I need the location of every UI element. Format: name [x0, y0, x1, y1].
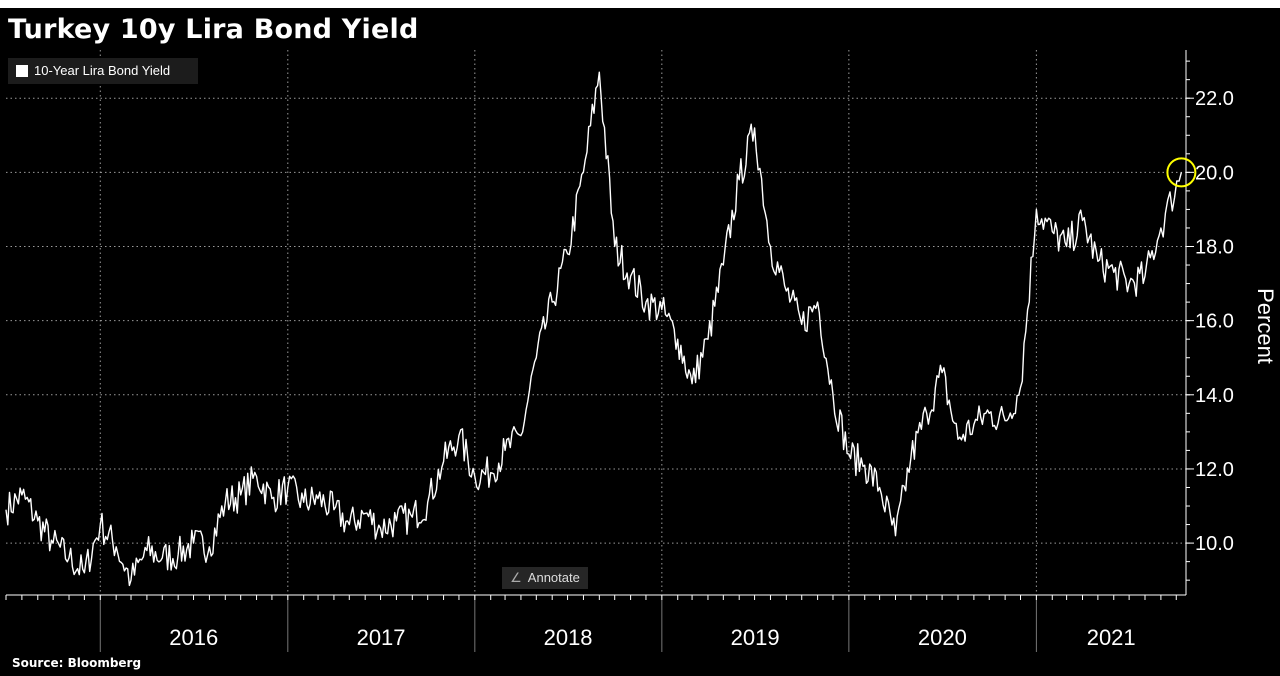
x-tick-label: 2018	[544, 625, 593, 650]
series-line	[5, 71, 1183, 587]
y-tick-label: 20.0	[1195, 162, 1234, 184]
y-tick-label: 14.0	[1195, 385, 1234, 407]
y-axis-label: Percent	[1253, 288, 1278, 364]
highlight-circle	[1166, 157, 1197, 188]
y-tick-label: 16.0	[1195, 311, 1234, 333]
x-tick-label: 2020	[918, 625, 967, 650]
annotate-label: Annotate	[527, 570, 580, 585]
legend: 10-Year Lira Bond Yield	[8, 58, 198, 84]
chart-title: Turkey 10y Lira Bond Yield	[8, 14, 419, 45]
y-tick-label: 12.0	[1195, 459, 1234, 481]
source-note: Source: Bloomberg	[12, 656, 142, 670]
x-tick-label: 2017	[357, 625, 406, 650]
grid-lines	[6, 50, 1186, 595]
legend-entry: 10-Year Lira Bond Yield	[34, 63, 171, 78]
x-tick-label: 2016	[169, 625, 218, 650]
y-tick-label: 10.0	[1195, 533, 1234, 555]
x-tick-label: 2021	[1087, 625, 1136, 650]
top-border	[0, 0, 1280, 8]
y-tick-label: 22.0	[1195, 88, 1234, 110]
legend-swatch	[16, 65, 28, 77]
annotate-button[interactable]: ∠ Annotate	[502, 567, 588, 589]
x-tick-label: 2019	[731, 625, 780, 650]
y-tick-label: 18.0	[1195, 236, 1234, 258]
highlight-marker	[1166, 157, 1197, 188]
axes: 10.0 12.0 14.0 16.0 18.0 20.0 22.0 2016 2017 2018…	[5, 50, 1234, 652]
series-lines	[5, 71, 1183, 587]
pencil-icon: ∠	[510, 570, 522, 585]
